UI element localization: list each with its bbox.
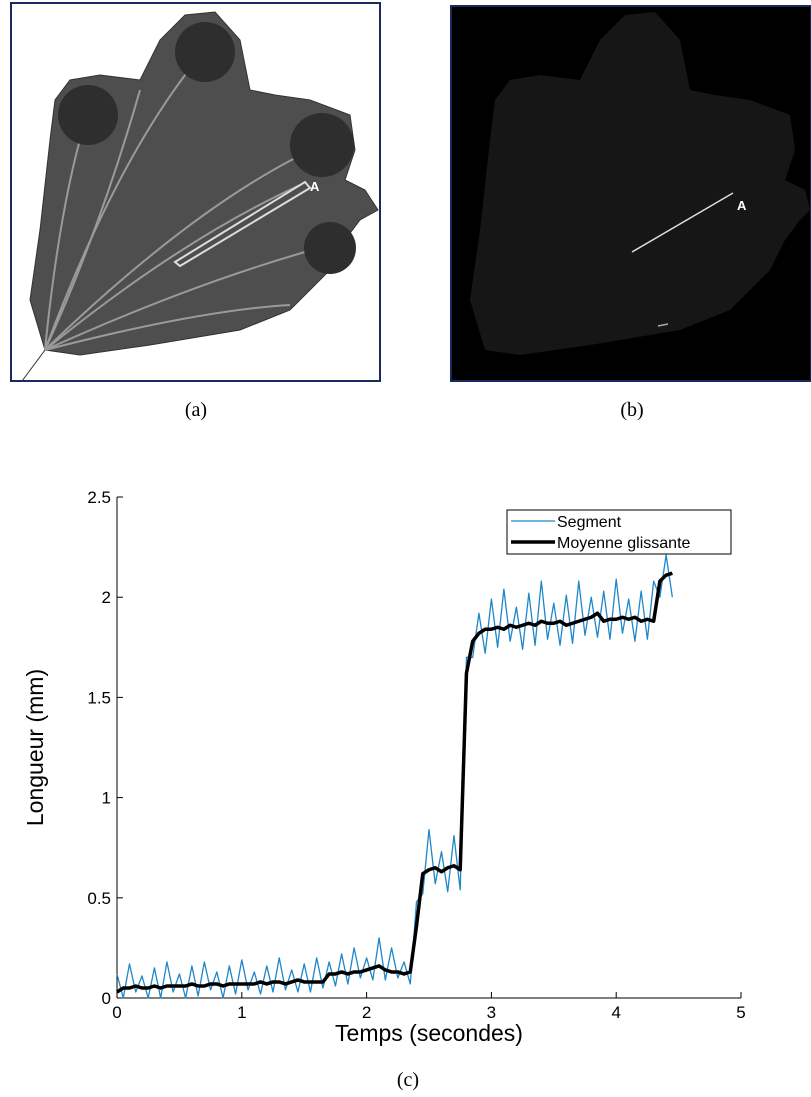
marker-label: A	[737, 198, 747, 213]
legend-label: Segment	[557, 514, 622, 531]
leaf	[462, 12, 810, 381]
x-tick-label: 1	[237, 1003, 246, 1022]
panel-a: A (a)	[10, 2, 381, 421]
segment-highlight	[631, 192, 734, 253]
y-tick-label: 0	[102, 989, 111, 1008]
y-tick-label: 1.5	[87, 688, 111, 707]
segment-highlight	[657, 323, 669, 327]
lobe-spot	[58, 85, 118, 145]
legend-box	[506, 509, 732, 555]
x-tick-label: 2	[362, 1003, 371, 1022]
marker-label: A	[310, 179, 320, 194]
lobe-spot	[290, 113, 354, 177]
caption: (b)	[620, 399, 643, 421]
y-axis-label: Longueur (mm)	[22, 669, 48, 826]
y-tick-label: 1	[102, 789, 111, 808]
caption: (a)	[185, 399, 207, 421]
chart: 0 0.5 1 1.5 2 2.5 0 1 2 3 4 5 Temps (secondes) Longue…	[22, 488, 746, 1046]
legend-label: Moyenne glissante	[557, 535, 691, 552]
series-line	[116, 554, 674, 999]
series-line	[116, 571, 673, 994]
caption: (c)	[397, 1069, 419, 1091]
x-axis-label: Temps (secondes)	[335, 1020, 523, 1046]
lobe-spot	[175, 22, 235, 82]
x-tick-label: 4	[611, 1003, 620, 1022]
panel-b: A (b)	[450, 5, 811, 421]
x-tick-label: 5	[736, 1003, 745, 1022]
y-tick-label: 2.5	[87, 488, 111, 507]
x-tick-label: 0	[112, 1003, 121, 1022]
x-tick-label: 3	[487, 1003, 496, 1022]
veins	[44, 49, 331, 351]
y-tick-label: 2	[102, 588, 111, 607]
lobe-spot	[304, 222, 356, 274]
y-tick-label: 0.5	[87, 889, 111, 908]
